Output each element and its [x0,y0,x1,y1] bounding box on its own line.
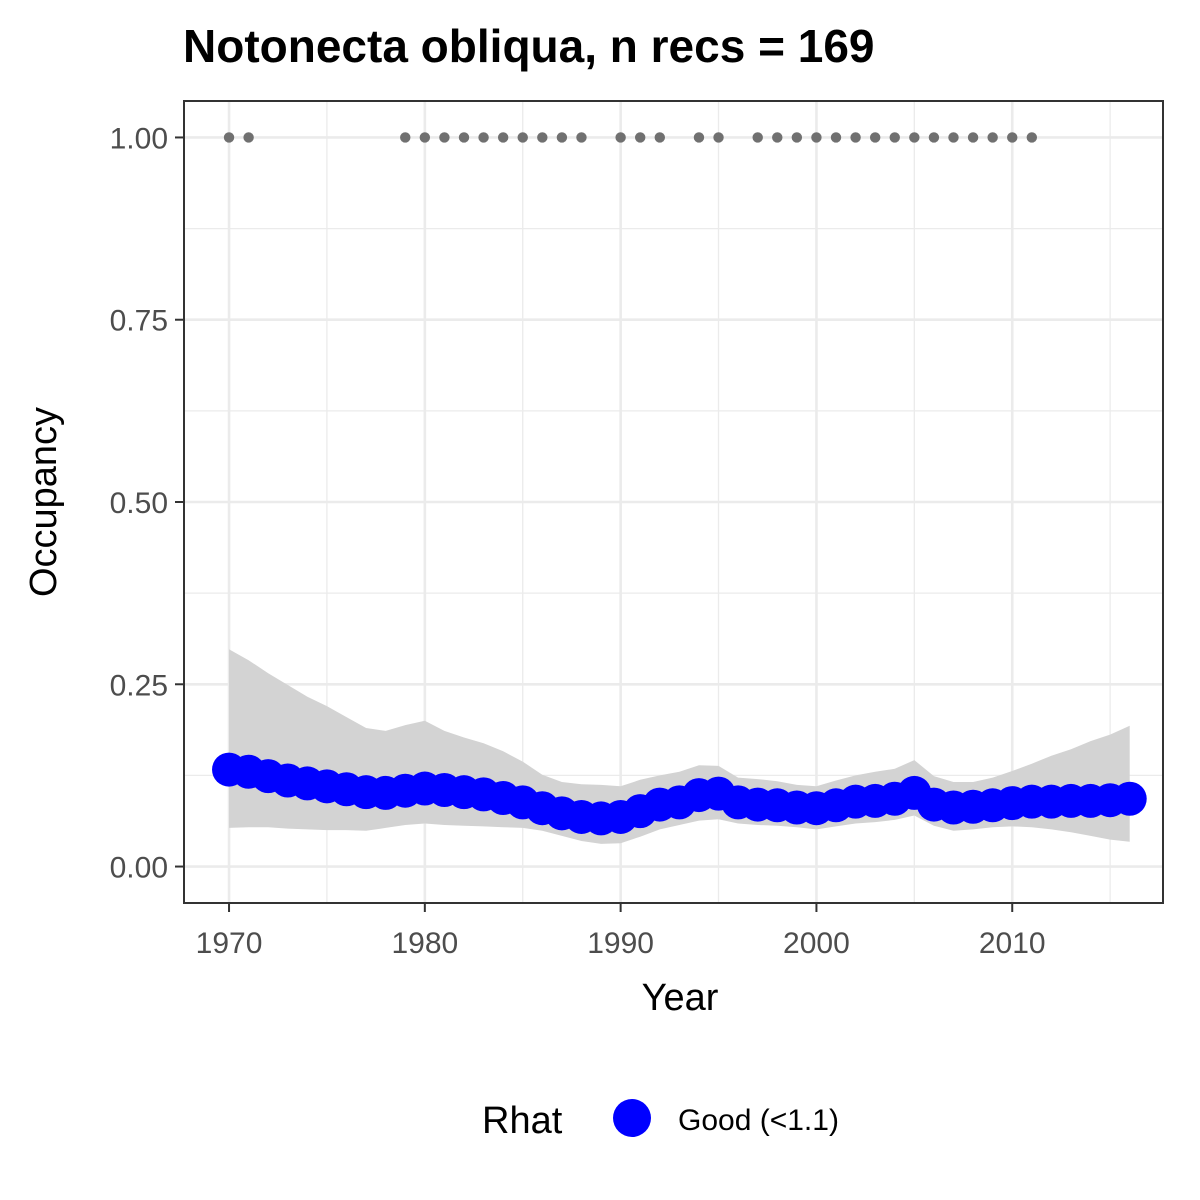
record-point-2009 [987,132,998,143]
y-axis: 0.00 0.25 0.50 0.75 1.00 [110,122,184,885]
x-tick-label-3: 2000 [783,927,850,960]
x-tick-label-1: 1980 [391,927,458,960]
record-point-1984 [497,132,509,143]
record-point-2004 [889,132,900,143]
record-point-1979 [400,132,411,143]
record-point-2005 [909,132,920,143]
record-point-2010 [1007,132,1018,143]
record-point-1986 [537,132,548,143]
record-point-1992 [654,132,665,143]
record-point-1999 [791,132,803,143]
record-point-1983 [478,132,489,143]
record-point-1990 [615,132,626,143]
occupancy-point-2016 [1112,781,1147,816]
record-point-1985 [517,132,528,143]
legend-label-good: Good (<1.1) [678,1104,839,1137]
record-point-2001 [830,132,842,143]
x-tick-label-4: 2010 [979,927,1046,960]
gridlines [184,101,1163,903]
record-point-1987 [556,132,568,143]
y-tick-label-4: 1.00 [110,122,168,155]
x-tick-label-2: 1990 [587,927,654,960]
record-point-1980 [419,132,431,143]
record-points [223,132,1038,143]
record-point-2011 [1026,132,1038,143]
record-point-1997 [752,132,763,143]
x-tick-label-0: 1970 [196,927,263,960]
legend: Rhat Good (<1.1) [482,1099,839,1142]
y-axis-title: Occupancy [23,407,65,597]
y-tick-label-3: 0.75 [110,305,168,338]
y-tick-label-1: 0.25 [110,669,168,702]
record-point-2006 [928,132,940,143]
legend-key-good [613,1099,651,1137]
record-point-2002 [850,132,861,143]
record-point-1995 [713,132,724,143]
record-point-2007 [948,132,959,143]
y-tick-label-2: 0.50 [110,487,168,520]
record-point-1971 [243,132,254,143]
record-point-2000 [811,132,822,143]
record-point-1982 [458,132,470,143]
record-point-2008 [967,132,979,143]
occupancy-points [212,752,1147,836]
x-axis: 1970 1980 1990 2000 2010 [196,903,1046,960]
chart-title: Notonecta obliqua, n recs = 169 [183,20,874,72]
legend-title: Rhat [482,1100,563,1142]
y-tick-label-0: 0.00 [110,852,168,885]
record-point-1988 [576,132,587,143]
record-point-1970 [223,132,235,143]
record-point-1981 [439,132,450,143]
x-axis-title: Year [642,977,719,1019]
record-point-1998 [772,132,783,143]
record-point-1994 [693,132,705,143]
record-point-2003 [869,132,881,143]
record-point-1991 [635,132,646,143]
